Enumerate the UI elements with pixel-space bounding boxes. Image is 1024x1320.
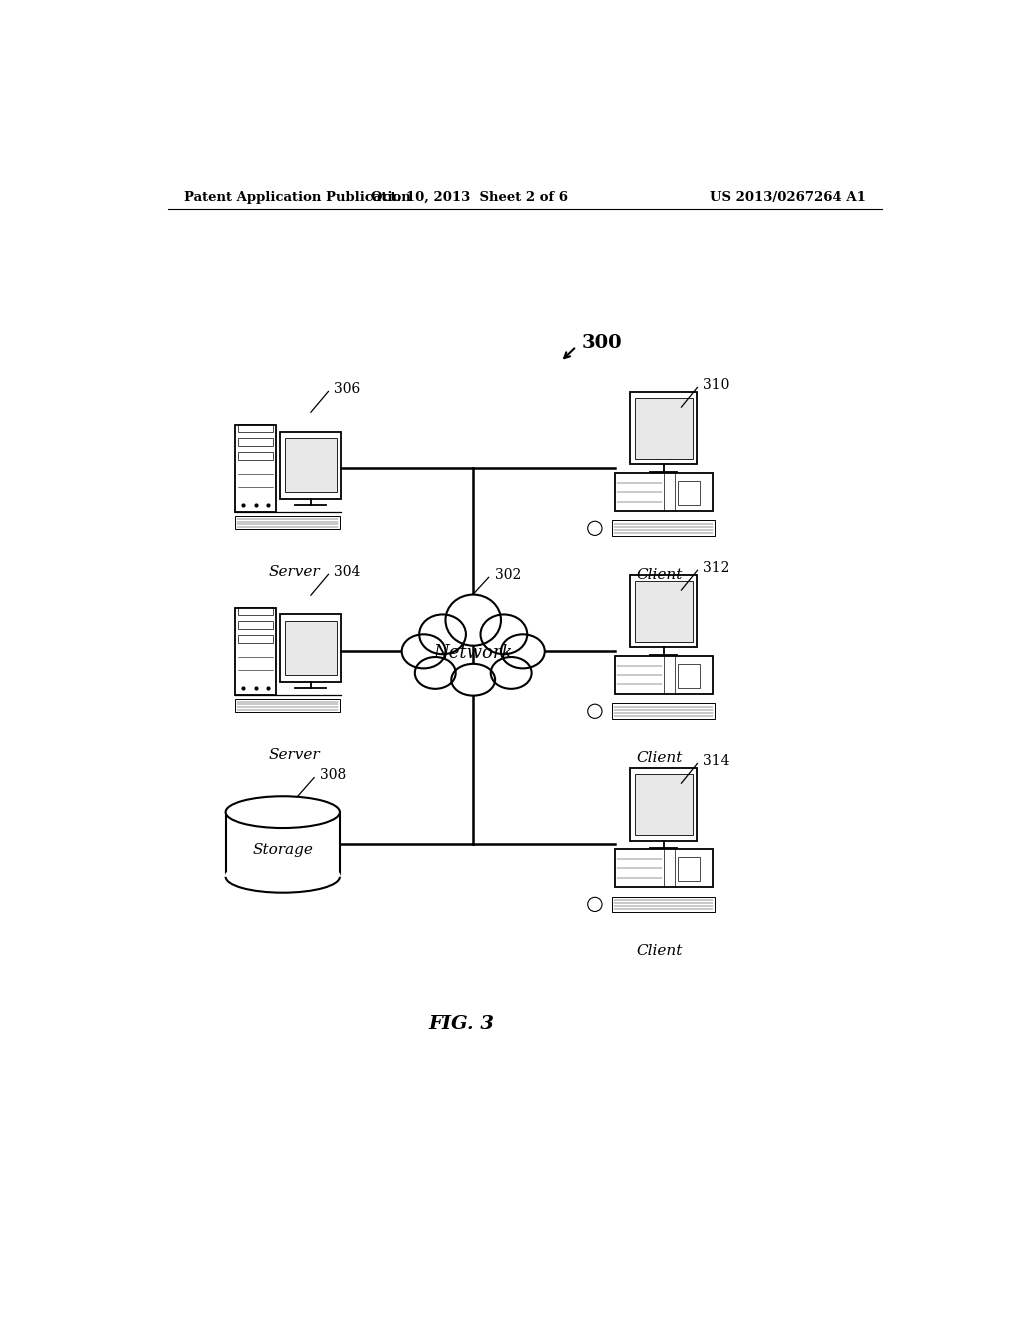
Bar — [236, 700, 340, 711]
Bar — [614, 656, 713, 694]
Text: 308: 308 — [321, 768, 346, 783]
Text: US 2013/0267264 A1: US 2013/0267264 A1 — [711, 190, 866, 203]
Bar — [236, 609, 276, 694]
Bar — [630, 768, 697, 841]
Bar — [635, 774, 692, 834]
Text: Client: Client — [637, 944, 683, 958]
Bar — [678, 857, 699, 882]
Bar — [635, 581, 692, 642]
Bar — [239, 620, 273, 628]
Ellipse shape — [588, 704, 602, 718]
Bar — [225, 812, 340, 876]
Ellipse shape — [588, 898, 602, 912]
Bar — [612, 896, 715, 912]
Text: Client: Client — [637, 568, 683, 582]
Bar — [236, 425, 276, 512]
Bar — [280, 615, 341, 681]
Ellipse shape — [415, 657, 456, 689]
Ellipse shape — [452, 664, 496, 696]
Bar — [612, 520, 715, 536]
Bar — [678, 480, 699, 506]
Bar — [614, 473, 713, 511]
Bar — [239, 635, 273, 643]
Ellipse shape — [588, 521, 602, 536]
Bar — [612, 704, 715, 719]
Bar — [239, 451, 273, 459]
Bar — [678, 664, 699, 688]
Ellipse shape — [225, 796, 340, 828]
Bar — [239, 607, 273, 615]
Text: Server: Server — [269, 748, 321, 762]
Text: Client: Client — [637, 751, 683, 766]
Ellipse shape — [480, 614, 527, 655]
Bar — [239, 424, 273, 432]
Bar — [239, 438, 273, 446]
Bar — [285, 438, 337, 492]
Bar — [236, 516, 340, 529]
Ellipse shape — [445, 594, 501, 645]
Ellipse shape — [490, 657, 531, 689]
Bar — [630, 576, 697, 647]
Ellipse shape — [419, 614, 466, 655]
Text: 306: 306 — [334, 381, 360, 396]
Text: FIG. 3: FIG. 3 — [428, 1015, 495, 1034]
Bar — [614, 849, 713, 887]
Text: 300: 300 — [582, 334, 623, 352]
Text: Oct. 10, 2013  Sheet 2 of 6: Oct. 10, 2013 Sheet 2 of 6 — [371, 190, 567, 203]
Text: Patent Application Publication: Patent Application Publication — [183, 190, 411, 203]
Bar — [635, 397, 692, 458]
Text: 302: 302 — [495, 568, 521, 582]
Ellipse shape — [225, 861, 340, 892]
Text: 312: 312 — [703, 561, 730, 576]
Text: Network: Network — [433, 644, 513, 663]
Bar — [280, 432, 341, 499]
Text: Server: Server — [269, 565, 321, 579]
Text: Storage: Storage — [252, 842, 313, 857]
Text: 304: 304 — [334, 565, 360, 579]
Text: 310: 310 — [703, 378, 730, 392]
Ellipse shape — [401, 635, 445, 668]
Ellipse shape — [501, 635, 545, 668]
Text: 314: 314 — [703, 754, 730, 768]
Bar — [285, 622, 337, 675]
Bar — [630, 392, 697, 465]
